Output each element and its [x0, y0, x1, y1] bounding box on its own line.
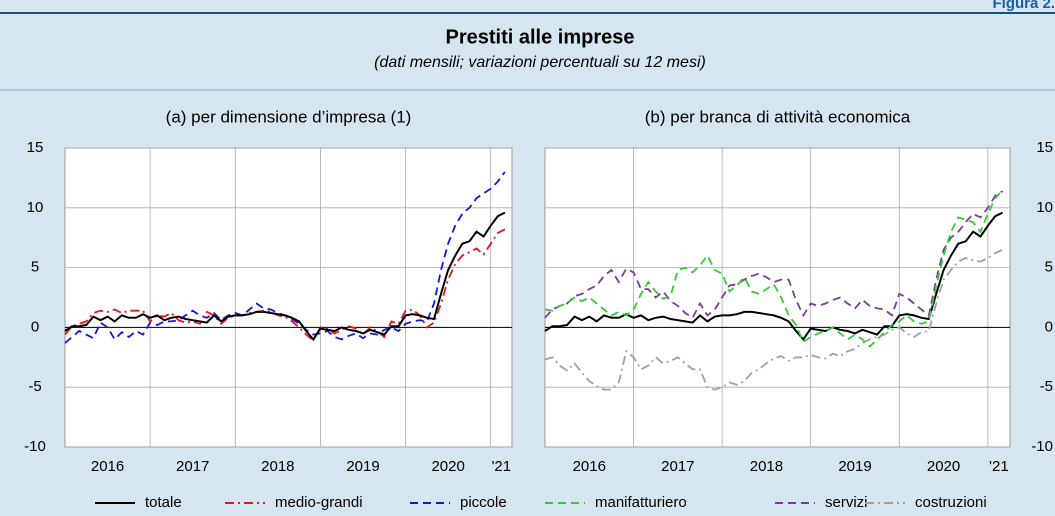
legend-label: servizi: [825, 494, 868, 511]
legend-label: piccole: [460, 494, 507, 511]
x-tick-label: 2018: [261, 458, 294, 475]
y-tick-label: 5: [31, 259, 39, 276]
subtitle: (dati mensili; variazioni percentuali su…: [374, 54, 706, 71]
x-tick-label: 2020: [927, 458, 960, 475]
y-tick-label: -5: [28, 378, 41, 395]
x-tick-label: 2016: [91, 458, 124, 475]
x-tick-label: 2018: [750, 458, 783, 475]
series-line: [544, 211, 1004, 342]
y-tick-label: 0: [31, 318, 39, 335]
y-tick-label: 10: [1036, 199, 1053, 216]
y-tick-label: 0: [1045, 318, 1053, 335]
y-tick-label: -10: [1031, 438, 1053, 455]
title: Prestiti alle imprese: [446, 26, 635, 48]
x-tick-label: 2017: [661, 458, 694, 475]
figure-label: Figura 2.: [992, 0, 1055, 12]
x-tick-label: 2019: [346, 458, 379, 475]
series-line: [64, 211, 506, 342]
legend-label: totale: [145, 494, 182, 511]
plot-area: [64, 147, 513, 448]
panel-title: (b) per branca di attività economica: [645, 107, 911, 126]
plot-area: [544, 147, 1011, 448]
y-tick-label: 5: [1045, 259, 1053, 276]
legend-label: costruzioni: [915, 494, 987, 511]
y-tick-label: 10: [27, 199, 44, 216]
x-tick-label: 2019: [838, 458, 871, 475]
y-tick-label: -5: [1040, 378, 1053, 395]
legend-label: medio-grandi: [275, 494, 363, 511]
x-tick-label: 2016: [573, 458, 606, 475]
x-tick-label: 2020: [431, 458, 464, 475]
x-tick-label: '21: [492, 458, 512, 475]
series-line: [544, 189, 1004, 348]
x-tick-label: '21: [989, 458, 1009, 475]
y-tick-label: 15: [27, 139, 44, 156]
legend-label: manifatturiero: [595, 494, 687, 511]
y-tick-label: -10: [24, 438, 46, 455]
x-tick-label: 2017: [176, 458, 209, 475]
series-line: [544, 248, 1003, 391]
panel-title: (a) per dimensione d’impresa (1): [166, 107, 412, 126]
y-tick-label: 15: [1036, 139, 1053, 156]
series-line: [64, 228, 506, 343]
